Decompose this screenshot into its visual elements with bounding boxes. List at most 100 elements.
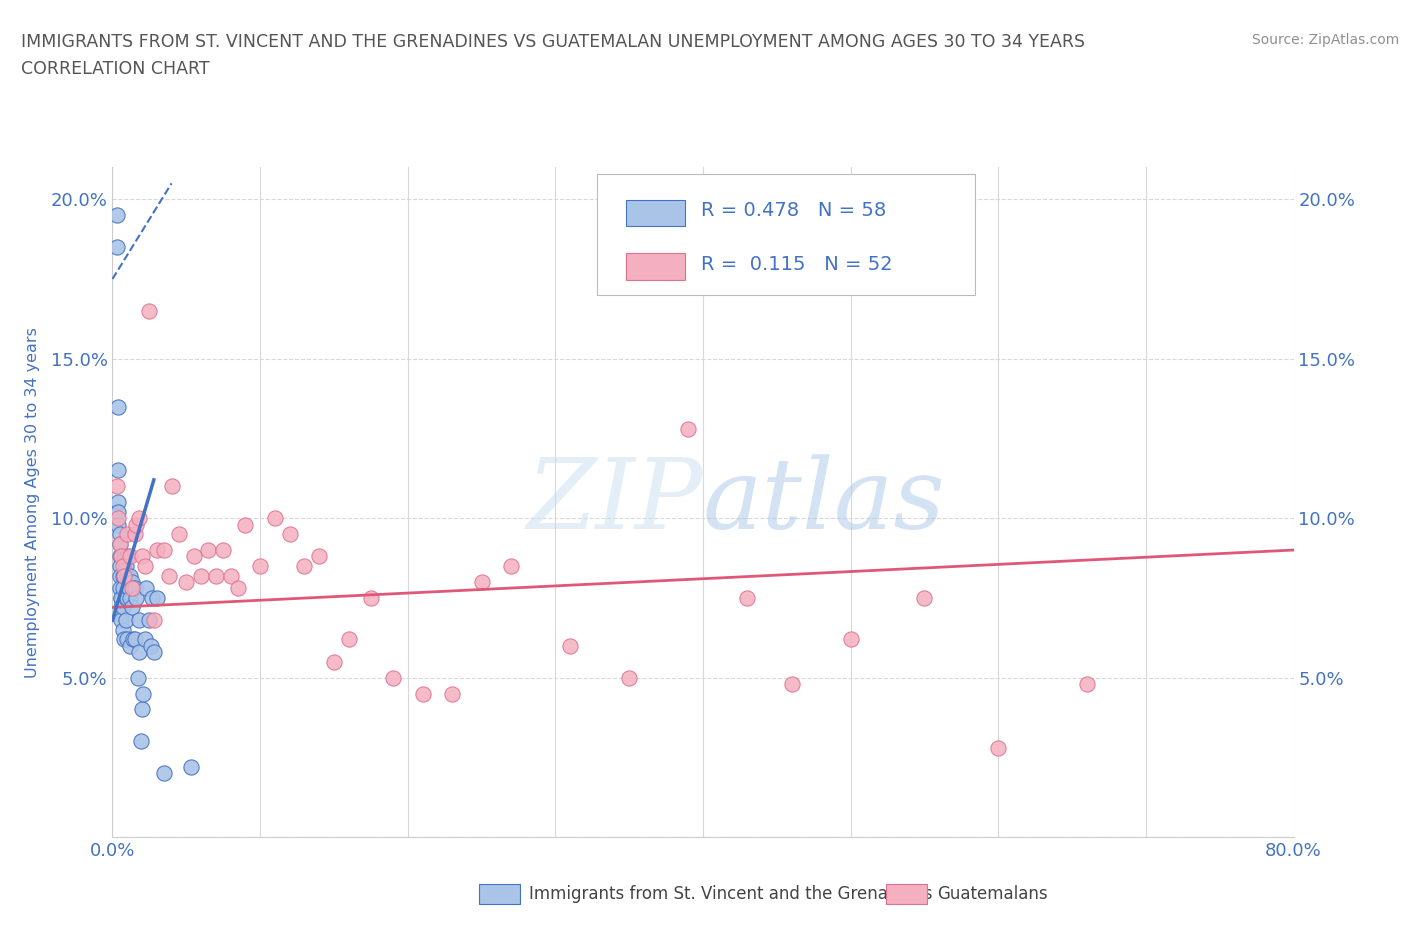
Point [105,207,128,222]
Text: atlas: atlas [703,455,946,550]
Point [110,600,132,615]
Point [117,631,138,646]
Point [737,591,759,605]
Text: CORRELATION CHART: CORRELATION CHART [21,60,209,78]
Point [128,613,150,628]
Point [120,568,142,583]
Point [124,581,146,596]
Bar [626,253,685,280]
Text: R =  0.115   N = 52: R = 0.115 N = 52 [700,255,893,274]
Point [111,600,134,615]
Point [112,568,135,583]
Point [111,581,134,596]
Point [108,526,131,541]
Point [117,591,138,605]
Point [107,504,129,519]
Point [128,511,150,525]
Point [134,559,156,574]
Point [183,549,205,564]
Point [197,542,219,557]
Point [323,654,346,669]
Point [108,581,131,596]
Text: Source: ZipAtlas.com: Source: ZipAtlas.com [1251,33,1399,46]
Point [174,575,197,590]
Point [114,591,136,605]
Point [129,734,152,749]
Point [205,568,228,583]
Point [131,702,153,717]
Point [128,644,150,659]
Point [141,591,163,605]
Point [107,399,129,414]
Point [678,421,700,436]
Point [1076,676,1098,691]
Y-axis label: Unemployment Among Ages 30 to 34 years: Unemployment Among Ages 30 to 34 years [24,326,39,678]
Point [233,517,256,532]
Point [264,511,287,525]
Point [111,568,134,583]
Point [120,591,142,605]
Point [153,765,176,780]
Point [114,613,136,628]
Point [117,568,138,583]
Point [146,591,169,605]
Point [110,613,132,628]
Point [125,517,148,532]
Point [142,644,165,659]
Point [120,638,142,653]
Point [110,591,132,605]
Point [441,686,464,701]
FancyBboxPatch shape [596,174,974,295]
Point [110,549,132,564]
Point [121,600,143,615]
Point [122,581,145,596]
Point [153,542,176,557]
Point [138,303,160,318]
Point [360,591,382,605]
Point [125,591,148,605]
Point [558,638,582,653]
Text: R = 0.478   N = 58: R = 0.478 N = 58 [700,202,886,220]
Bar [478,884,520,904]
Point [292,559,315,574]
Point [120,549,142,564]
Point [167,526,190,541]
Point [142,613,165,628]
Point [105,479,128,494]
Point [134,631,156,646]
Point [118,581,141,596]
Point [110,591,132,605]
Point [108,568,131,583]
Point [219,568,242,583]
Point [139,638,162,653]
Point [135,581,157,596]
Point [117,549,138,564]
Point [249,559,271,574]
Point [108,559,131,574]
Point [146,542,169,557]
Point [111,622,134,637]
Point [212,542,235,557]
Point [839,631,862,646]
Point [107,463,129,478]
Point [190,568,212,583]
Point [138,613,160,628]
Point [108,537,131,551]
Point [308,549,330,564]
Point [127,671,149,685]
Point [110,606,132,621]
Point [112,568,135,583]
Point [180,760,202,775]
Point [132,686,155,701]
Point [117,526,138,541]
Point [160,479,183,494]
Point [619,671,641,685]
Point [382,671,405,685]
Point [124,631,146,646]
Point [226,581,249,596]
Point [108,549,131,564]
Point [112,549,135,564]
Point [112,631,135,646]
Point [411,686,433,701]
Point [987,740,1010,755]
